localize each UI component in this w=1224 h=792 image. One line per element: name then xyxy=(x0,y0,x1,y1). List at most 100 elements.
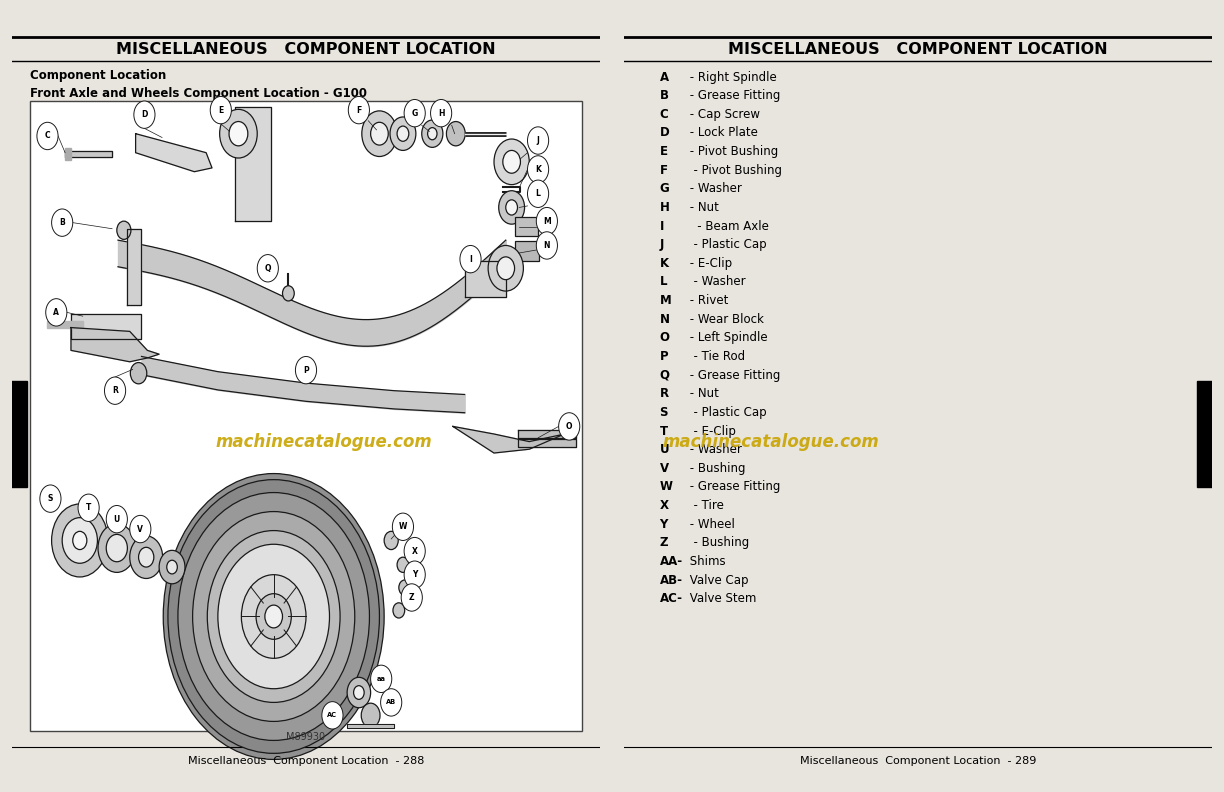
Text: I: I xyxy=(660,219,663,233)
Text: Valve Cap: Valve Cap xyxy=(685,573,748,587)
Circle shape xyxy=(354,686,365,699)
Text: - E-Clip: - E-Clip xyxy=(685,425,736,437)
Text: X: X xyxy=(411,546,417,556)
Text: Z: Z xyxy=(660,536,668,550)
Polygon shape xyxy=(65,151,113,158)
Circle shape xyxy=(163,474,384,760)
Text: F: F xyxy=(660,164,667,177)
Polygon shape xyxy=(71,328,159,362)
Circle shape xyxy=(460,246,481,272)
Bar xyxy=(1197,381,1218,487)
Circle shape xyxy=(256,594,291,639)
Text: O: O xyxy=(660,331,670,345)
Circle shape xyxy=(295,356,317,384)
Circle shape xyxy=(427,128,437,139)
Circle shape xyxy=(349,97,370,124)
Text: MISCELLANEOUS   COMPONENT LOCATION: MISCELLANEOUS COMPONENT LOCATION xyxy=(728,42,1108,57)
Text: M89930: M89930 xyxy=(286,732,326,741)
Text: MISCELLANEOUS   COMPONENT LOCATION: MISCELLANEOUS COMPONENT LOCATION xyxy=(116,42,496,57)
Text: G: G xyxy=(411,109,417,118)
Text: - Nut: - Nut xyxy=(685,387,718,400)
Text: machinecatalogue.com: machinecatalogue.com xyxy=(215,432,432,451)
Circle shape xyxy=(401,584,422,611)
Text: M: M xyxy=(543,217,551,226)
Text: G: G xyxy=(660,182,670,196)
Text: - Rivet: - Rivet xyxy=(685,294,728,307)
Text: K: K xyxy=(535,165,541,174)
Text: S: S xyxy=(48,494,53,503)
Circle shape xyxy=(166,560,177,574)
Circle shape xyxy=(361,703,379,728)
Text: - Pivot Bushing: - Pivot Bushing xyxy=(685,164,782,177)
Circle shape xyxy=(371,665,392,692)
Text: - Grease Fitting: - Grease Fitting xyxy=(685,481,781,493)
Circle shape xyxy=(384,531,398,550)
Polygon shape xyxy=(136,134,212,172)
Circle shape xyxy=(241,575,306,658)
Text: L: L xyxy=(536,189,541,198)
Circle shape xyxy=(528,156,548,183)
Circle shape xyxy=(393,513,414,540)
Text: W: W xyxy=(660,481,672,493)
Circle shape xyxy=(348,677,371,708)
Circle shape xyxy=(130,516,151,543)
Circle shape xyxy=(397,558,409,573)
Text: - Right Spindle: - Right Spindle xyxy=(685,70,777,84)
Text: Q: Q xyxy=(264,264,271,272)
Text: E: E xyxy=(218,105,224,115)
Text: - Bushing: - Bushing xyxy=(685,462,745,474)
Circle shape xyxy=(498,191,525,224)
Text: - Grease Fitting: - Grease Fitting xyxy=(685,368,781,382)
Text: J: J xyxy=(536,136,540,145)
Circle shape xyxy=(98,524,136,573)
Text: T: T xyxy=(86,503,92,512)
Circle shape xyxy=(322,702,343,729)
Circle shape xyxy=(399,580,410,596)
Text: L: L xyxy=(660,276,667,288)
Text: - Plastic Cap: - Plastic Cap xyxy=(685,238,766,251)
Text: - Wheel: - Wheel xyxy=(685,518,734,531)
Circle shape xyxy=(138,547,154,567)
Circle shape xyxy=(51,209,72,236)
Text: AC-: AC- xyxy=(660,592,683,605)
Polygon shape xyxy=(518,440,577,447)
Text: Miscellaneous  Component Location  - 288: Miscellaneous Component Location - 288 xyxy=(187,756,425,766)
Text: - Tire: - Tire xyxy=(685,499,723,512)
Circle shape xyxy=(211,97,231,124)
Text: P: P xyxy=(304,366,308,375)
Text: V: V xyxy=(660,462,668,474)
Circle shape xyxy=(130,536,163,578)
Text: T: T xyxy=(660,425,667,437)
Text: - Left Spindle: - Left Spindle xyxy=(685,331,767,345)
Text: B: B xyxy=(59,218,65,227)
Circle shape xyxy=(362,111,397,157)
Text: B: B xyxy=(660,89,668,102)
Polygon shape xyxy=(71,314,142,339)
Text: - Bushing: - Bushing xyxy=(685,536,749,550)
Text: U: U xyxy=(114,515,120,524)
Text: R: R xyxy=(113,386,118,395)
Text: - Tie Rod: - Tie Rod xyxy=(685,350,745,363)
Circle shape xyxy=(207,531,340,703)
Text: D: D xyxy=(141,110,148,119)
Text: - Beam Axle: - Beam Axle xyxy=(685,219,769,233)
Text: E: E xyxy=(660,145,667,158)
Text: Y: Y xyxy=(660,518,668,531)
Text: - Washer: - Washer xyxy=(685,444,742,456)
Polygon shape xyxy=(65,148,71,160)
Circle shape xyxy=(393,603,405,618)
Circle shape xyxy=(528,180,548,208)
Polygon shape xyxy=(235,107,271,221)
Circle shape xyxy=(404,538,425,565)
Circle shape xyxy=(78,494,99,521)
Circle shape xyxy=(422,120,443,147)
Text: AC: AC xyxy=(328,712,338,718)
Circle shape xyxy=(106,535,127,562)
Circle shape xyxy=(558,413,580,440)
Circle shape xyxy=(264,605,283,628)
Circle shape xyxy=(528,127,548,154)
Text: - Lock Plate: - Lock Plate xyxy=(685,127,758,139)
Circle shape xyxy=(40,485,61,512)
Circle shape xyxy=(236,569,311,664)
Bar xyxy=(514,241,540,261)
